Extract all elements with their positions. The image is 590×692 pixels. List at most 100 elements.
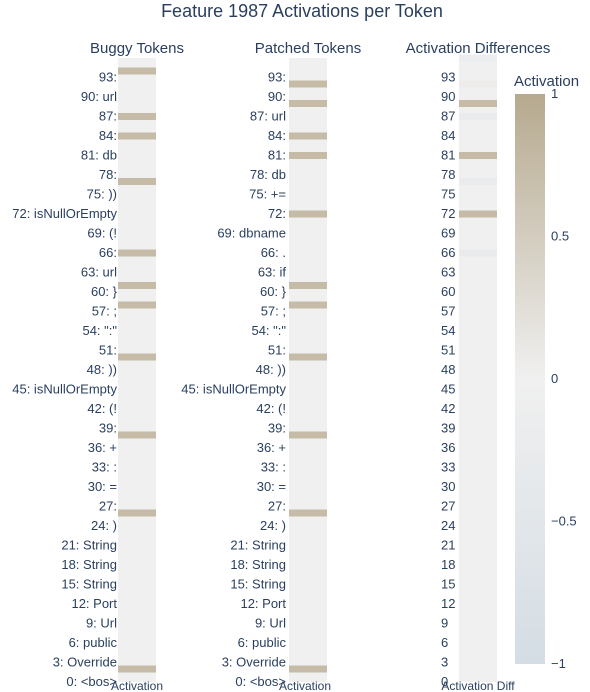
y-tick-label: 78: [99,167,117,182]
x-axis-label: Activation [279,679,331,692]
y-tick-label: 21: String [230,538,286,553]
x-axis-label: Activation [111,679,163,692]
y-tick-label: 48: )) [256,362,286,377]
y-tick-label: 69 [441,226,455,241]
y-tick-label: 9: Url [255,616,286,631]
heatmap-cell [289,132,327,140]
heatmap-cell [459,152,497,159]
y-tick-label: 39: [268,421,286,436]
heatmap-cell [459,210,497,218]
heatmap-cell [459,80,497,88]
y-tick-label: 42 [441,401,455,416]
y-tick-label: 90: url [81,89,117,104]
colorbar-tick-label: 1 [551,86,558,101]
y-tick-label: 45 [441,382,455,397]
y-tick-label: 51: [99,343,117,358]
y-tick-label: 33: : [261,460,286,475]
panel-title: Patched Tokens [255,40,361,57]
y-tick-label: 84: [268,128,286,143]
y-tick-label: 3: Override [222,655,286,670]
y-tick-label: 51 [441,343,455,358]
colorbar-tick-label: −0.5 [551,514,577,529]
colorbar-tick-label: 0.5 [551,229,569,244]
y-tick-label: 63: url [81,265,117,280]
y-tick-label: 15: String [230,577,286,592]
y-tick-label: 24: ) [260,518,286,533]
y-tick-label: 12: Port [71,596,117,611]
y-tick-label: 54 [441,323,455,338]
y-tick-label: 87: [99,109,117,124]
y-tick-label: 6: public [238,635,287,650]
y-tick-label: 21 [441,538,455,553]
y-tick-label: 18 [441,557,455,572]
heatmap-cell [118,249,156,257]
colorbar-gradient [515,94,545,664]
y-tick-label: 51: [268,343,286,358]
y-tick-label: 90: [268,89,286,104]
y-tick-label: 66: . [261,245,286,260]
y-tick-label: 12: Port [240,596,286,611]
heatmap-cell [118,282,156,289]
y-tick-label: 45: isNullOrEmpty [181,382,286,397]
heatmap-cell [118,301,156,309]
y-tick-label: 9 [441,616,448,631]
y-tick-label: 12 [441,596,455,611]
heatmap-cell [289,80,327,88]
y-tick-label: 30: = [257,479,286,494]
heatmap-cell [459,100,497,107]
colorbar-tick-label: −1 [551,656,566,671]
y-tick-label: 9: Url [86,616,117,631]
y-tick-label: 27: [99,499,117,514]
heatmap-cell [118,113,156,120]
y-tick-label: 39 [441,421,455,436]
y-tick-label: 66 [441,245,455,260]
y-tick-label: 72: isNullOrEmpty [12,206,117,221]
heatmap-cell [289,665,327,673]
y-tick-label: 27: [268,499,286,514]
heatmap-cell [459,249,497,257]
y-tick-label: 42: (! [256,401,286,416]
y-tick-label: 30: = [88,479,117,494]
y-tick-label: 54: ":" [251,323,286,338]
heatmap-cell [289,353,327,361]
y-tick-label: 36: + [88,440,117,455]
y-tick-label: 81: [268,148,286,163]
heatmap-cell [118,132,156,140]
y-tick-label: 63: if [258,265,287,280]
y-tick-label: 48: )) [87,362,117,377]
y-tick-label: 24: ) [91,518,117,533]
y-tick-label: 75: += [249,187,286,202]
y-tick-label: 33 [441,460,455,475]
y-tick-label: 69: (! [87,226,117,241]
y-tick-label: 6: public [69,635,118,650]
heatmap-cell [459,178,497,185]
heatmap-cell [118,178,156,185]
y-tick-label: 39: [99,421,117,436]
y-tick-label: 84 [441,128,455,143]
heatmap-cell [289,282,327,289]
y-tick-label: 18: String [61,557,117,572]
y-tick-label: 60: } [260,284,287,299]
y-tick-label: 24 [441,518,455,533]
heatmap-cell [289,100,327,107]
y-tick-label: 78: db [250,167,286,182]
heatmap-cell [289,509,327,517]
y-tick-label: 15 [441,577,455,592]
y-tick-label: 90 [441,89,455,104]
y-tick-label: 27 [441,499,455,514]
panel-background [118,58,156,682]
y-tick-label: 93: [268,70,286,85]
y-tick-label: 69: dbname [217,226,286,241]
y-tick-label: 36 [441,440,455,455]
y-tick-label: 0: <bos> [66,674,117,689]
heatmap-cell [118,353,156,361]
y-tick-label: 57: ; [92,304,117,319]
y-tick-label: 15: String [61,577,117,592]
y-tick-label: 93: [99,70,117,85]
y-tick-label: 57: ; [261,304,286,319]
y-tick-label: 3 [441,655,448,670]
